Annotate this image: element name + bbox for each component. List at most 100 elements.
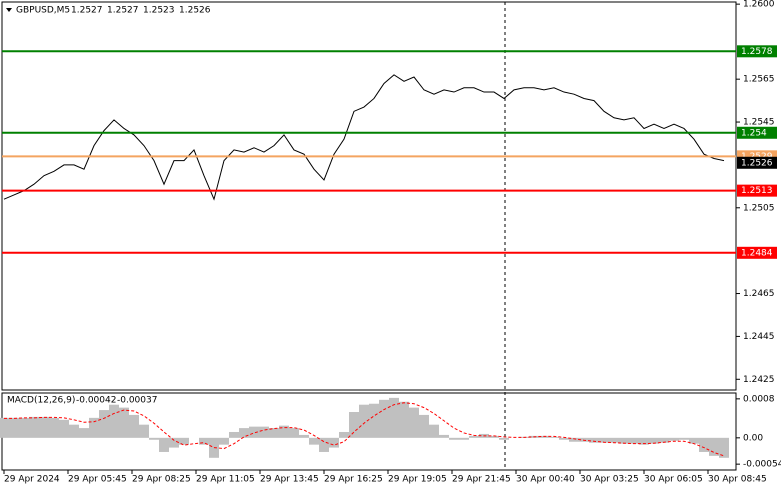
y-tick-label: 0.00	[743, 433, 763, 443]
high: 1.2527	[107, 6, 139, 16]
macd-bar	[609, 437, 619, 443]
macd-bar	[29, 416, 39, 438]
macd-bar	[499, 437, 509, 440]
macd-bar	[249, 426, 259, 438]
macd-bar	[599, 437, 609, 443]
macd-bar	[679, 437, 689, 440]
macd-bar	[69, 424, 79, 438]
signal-value: -0.00037	[117, 396, 157, 406]
y-tick-label: 1.2600	[743, 0, 775, 10]
macd-bar	[409, 407, 419, 438]
level-label: 1.2513	[741, 186, 773, 196]
price-line	[3, 74, 725, 201]
price-frame	[1, 1, 737, 391]
macd-bar	[589, 437, 599, 443]
macd-bar	[19, 417, 29, 438]
macd-bar	[619, 437, 629, 444]
level-label: 1.2484	[741, 248, 773, 258]
macd-bar	[139, 424, 149, 438]
y-tick-label: 0.0008	[743, 394, 775, 404]
x-tick-label: 29 Apr 2024	[4, 475, 60, 485]
level-label: 1.254	[741, 128, 767, 138]
low: 1.2523	[143, 6, 175, 16]
macd-bar	[269, 428, 279, 438]
macd-bar	[469, 435, 479, 438]
macd-bar	[59, 419, 69, 438]
level-label: 1.2578	[741, 47, 773, 57]
y-tick-label: 1.2445	[743, 332, 775, 342]
macd-bar	[659, 437, 669, 443]
y-tick-label: 1.2545	[743, 118, 775, 128]
macd-bar	[629, 437, 639, 444]
macd-bar	[39, 416, 49, 438]
symbol: GBPUSD,M5	[16, 6, 70, 16]
x-tick-label: 30 Apr 06:05	[644, 475, 703, 485]
macd-bar	[259, 426, 269, 438]
x-tick-label: 29 Apr 16:25	[324, 475, 383, 485]
macd-bar	[489, 435, 499, 438]
x-tick-label: 29 Apr 05:45	[68, 475, 127, 485]
price-label-box	[737, 156, 777, 169]
macd-bar	[669, 437, 679, 441]
macd-value: -0.00042	[76, 396, 116, 406]
macd-bar	[199, 437, 209, 445]
macd-bar	[339, 431, 349, 438]
macd-bar	[329, 437, 339, 448]
close: 1.2526	[179, 6, 211, 16]
macd-bar	[309, 437, 319, 445]
macd-title: MACD(12,26,9)	[7, 396, 75, 406]
macd-bar	[279, 425, 289, 438]
x-tick-label: 29 Apr 11:05	[196, 475, 255, 485]
macd-bar	[379, 399, 389, 438]
macd-bar	[229, 431, 239, 438]
x-tick-label: 30 Apr 00:40	[516, 475, 575, 485]
level-label-box	[737, 184, 777, 197]
macd-bar	[359, 404, 369, 438]
macd-bar	[169, 437, 179, 448]
level-label-box	[737, 246, 777, 259]
macd-bar	[689, 437, 699, 444]
macd-bar	[449, 437, 459, 440]
price-label: 1.2526	[741, 158, 773, 168]
y-tick-label: 1.2565	[743, 75, 775, 85]
macd-bar	[99, 410, 109, 438]
macd-bar	[699, 437, 709, 452]
macd-bar	[119, 407, 129, 438]
open: 1.2527	[71, 6, 103, 16]
macd-bar	[219, 437, 229, 445]
macd-bar	[709, 437, 719, 456]
y-tick-label: -0.00054	[743, 460, 781, 470]
macd-bar	[159, 437, 169, 452]
macd-bar	[319, 437, 329, 452]
macd-bar	[399, 401, 409, 438]
macd-bar	[389, 397, 399, 438]
level-label-box	[737, 45, 777, 58]
macd-bar	[129, 414, 139, 438]
menu-arrow	[6, 8, 12, 12]
macd-bar	[299, 434, 309, 438]
macd-bar	[429, 424, 439, 438]
macd-bar	[179, 437, 189, 445]
x-tick-label: 29 Apr 19:05	[388, 475, 447, 485]
x-tick-label: 29 Apr 21:45	[452, 475, 511, 485]
macd-bar	[569, 437, 579, 442]
macd-bar	[239, 428, 249, 438]
x-tick-label: 30 Apr 03:25	[580, 475, 639, 485]
macd-bar	[549, 436, 559, 438]
x-tick-label: 30 Apr 08:45	[708, 475, 767, 485]
x-tick-label: 29 Apr 13:45	[260, 475, 319, 485]
macd-bar	[109, 404, 119, 438]
level-label-box	[737, 126, 777, 139]
macd-bar	[439, 434, 449, 438]
macd-bar	[349, 412, 359, 438]
macd-bar	[49, 417, 59, 438]
macd-bar	[89, 417, 99, 438]
macd-bar	[369, 403, 379, 438]
x-tick-label: 29 Apr 08:25	[132, 475, 191, 485]
y-tick-label: 1.2425	[743, 375, 775, 385]
macd-bar	[639, 437, 649, 445]
macd-bar	[459, 437, 469, 440]
macd-bar	[289, 428, 299, 438]
macd-bar	[79, 428, 89, 438]
